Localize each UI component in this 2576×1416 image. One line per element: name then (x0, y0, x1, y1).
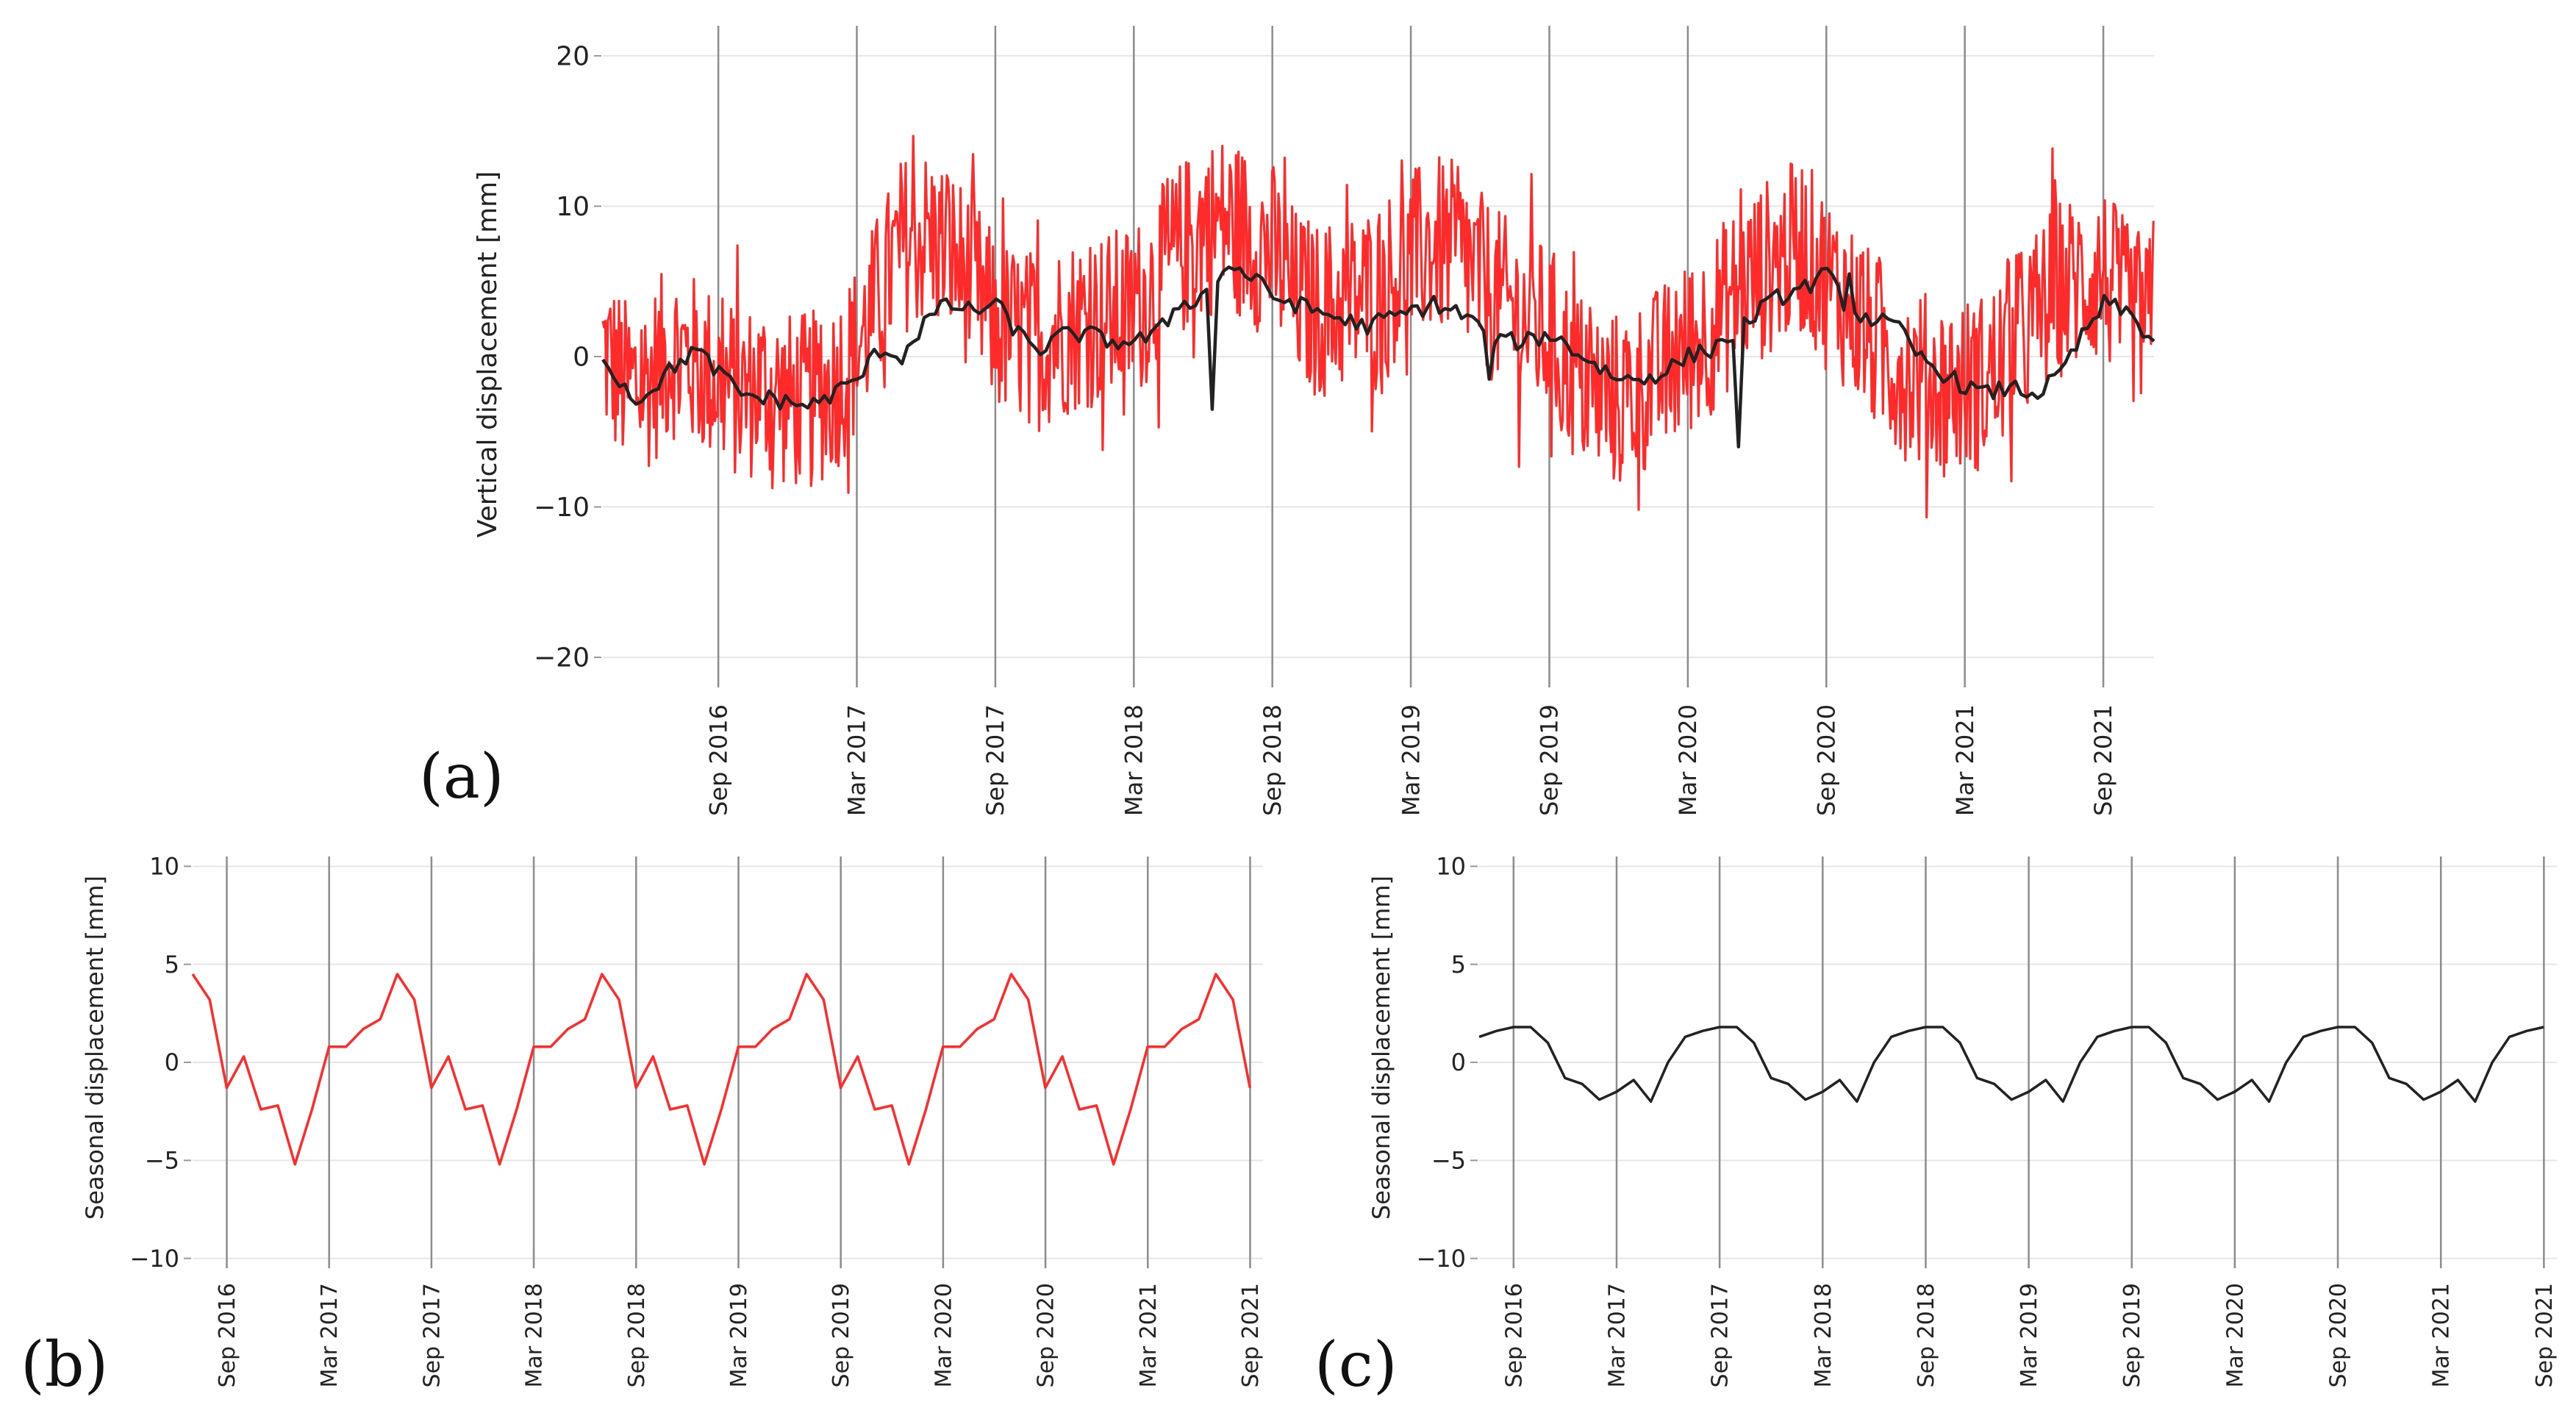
series-line (191, 973, 1252, 1166)
chart-panel-c: −10 −5 0 5 10 Sep 2016 Mar 2017 Sep 2017 Mar 20… (1314, 853, 2558, 1401)
y-gridlines (193, 865, 1263, 1259)
x-axis: Sep 2016 Mar 2017 Sep 2017 Mar 2018 Sep 2018… (1501, 1283, 2558, 1388)
x-tick-label: Mar 2019 (726, 1283, 752, 1388)
series-layer (1478, 1026, 2544, 1104)
x-tick-label: Sep 2021 (1238, 1283, 1264, 1387)
y-tick-label: 10 (556, 192, 590, 222)
x-tick-label: Mar 2020 (1674, 704, 1702, 816)
x-tick-label: Sep 2016 (215, 1283, 240, 1387)
x-tick-label: Mar 2020 (931, 1283, 956, 1388)
series-line (601, 265, 2155, 448)
y-tick-label: 20 (556, 42, 590, 72)
y-tick-label: 10 (149, 853, 179, 881)
y-axis: −10 −5 0 5 10 (129, 853, 191, 1273)
x-gridlines (226, 857, 1251, 1268)
x-tick-label: Sep 2020 (2326, 1283, 2352, 1387)
x-tick-label: Mar 2017 (317, 1283, 343, 1388)
y-axis: −10 −5 0 5 10 (1416, 853, 1478, 1273)
x-axis: Sep 2016 Mar 2017 Sep 2017 Mar 2018 Sep 2018… (215, 1283, 1264, 1388)
chart-panel-a: −20 −10 0 10 20 Sep 2016 Mar 2017 Sep 2017 Mar … (419, 26, 2155, 816)
y-tick-label: −10 (534, 493, 590, 523)
x-tick-label: Mar 2017 (843, 704, 871, 816)
y-tick-label: −10 (129, 1245, 179, 1273)
x-tick-label: Sep 2018 (1914, 1283, 1939, 1387)
x-tick-label: Mar 2021 (1136, 1283, 1162, 1388)
x-tick-label: Mar 2021 (1951, 704, 1979, 816)
y-gridlines (1479, 865, 2557, 1259)
y-axis-label: Seasonal displacement [mm] (81, 876, 109, 1220)
y-tick-label: −5 (145, 1147, 179, 1175)
y-axis-label: Vertical displacement [mm] (473, 171, 503, 537)
panel-label-b: (b) (21, 1329, 108, 1401)
x-tick-label: Sep 2019 (1536, 704, 1564, 816)
x-tick-label: Sep 2017 (419, 1283, 445, 1387)
y-tick-label: 0 (573, 343, 590, 373)
x-axis: Sep 2016 Mar 2017 Sep 2017 Mar 2018 Sep 2018… (704, 704, 2117, 816)
x-tick-label: Mar 2019 (2017, 1283, 2042, 1388)
y-tick-label: 5 (1451, 951, 1466, 979)
x-tick-label: Sep 2020 (1812, 704, 1840, 816)
panel-label-c: (c) (1314, 1329, 1398, 1401)
x-tick-label: Sep 2018 (624, 1283, 650, 1387)
x-tick-label: Mar 2018 (522, 1283, 548, 1388)
y-tick-label: 0 (1451, 1048, 1466, 1076)
x-tick-label: Sep 2020 (1034, 1283, 1059, 1387)
series-layer (191, 973, 1252, 1166)
x-tick-label: Sep 2021 (2532, 1283, 2558, 1387)
y-tick-label: 10 (1436, 853, 1466, 881)
y-gridlines (603, 54, 2154, 659)
x-gridlines (1512, 857, 2545, 1268)
x-tick-label: Sep 2019 (829, 1283, 854, 1387)
y-axis: −20 −10 0 10 20 (534, 42, 601, 673)
x-tick-label: Mar 2021 (2429, 1283, 2455, 1388)
y-tick-label: −5 (1431, 1147, 1466, 1175)
panel-label-a: (a) (419, 740, 504, 812)
x-tick-label: Mar 2019 (1397, 704, 1425, 816)
x-tick-label: Mar 2018 (1120, 704, 1148, 816)
x-tick-label: Sep 2021 (2089, 704, 2117, 816)
x-tick-label: Sep 2016 (1501, 1283, 1527, 1387)
y-tick-label: 5 (165, 951, 179, 979)
x-tick-label: Mar 2018 (1811, 1283, 1836, 1388)
x-tick-label: Sep 2017 (1708, 1283, 1734, 1387)
y-tick-label: −10 (1416, 1245, 1466, 1273)
y-tick-label: −20 (534, 643, 590, 673)
x-tick-label: Mar 2017 (1604, 1283, 1630, 1388)
y-tick-label: 0 (165, 1048, 179, 1076)
series-layer (601, 135, 2155, 519)
y-axis-label: Seasonal displacement [mm] (1367, 876, 1395, 1220)
series-line (1478, 1026, 2544, 1104)
x-tick-label: Mar 2020 (2222, 1283, 2248, 1388)
x-tick-label: Sep 2016 (704, 704, 732, 816)
chart-panel-b: −10 −5 0 5 10 Sep 2016 Mar 2017 Sep 2017 Mar 20… (21, 853, 1264, 1401)
series-line (601, 135, 2155, 519)
x-tick-label: Sep 2017 (981, 704, 1009, 816)
x-tick-label: Sep 2019 (2119, 1283, 2145, 1387)
x-tick-label: Sep 2018 (1259, 704, 1287, 816)
